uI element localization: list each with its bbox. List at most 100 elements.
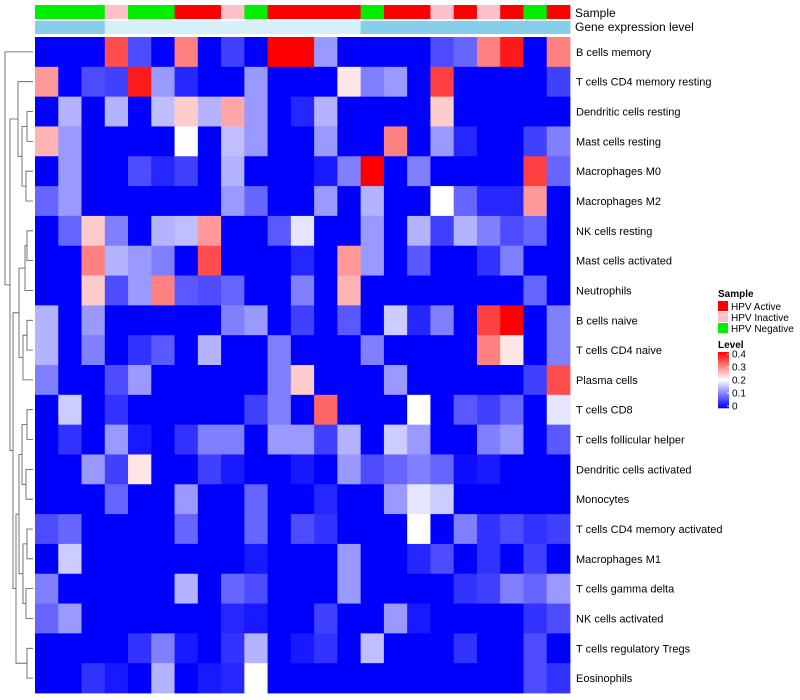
row-label: Dendritic cells activated bbox=[576, 464, 692, 476]
heatmap-cell bbox=[267, 186, 292, 217]
heatmap-cell bbox=[58, 573, 82, 604]
heatmap-cell bbox=[523, 394, 548, 426]
heatmap-cell bbox=[197, 633, 222, 664]
heatmap-cell bbox=[35, 335, 59, 366]
heatmap-cell bbox=[81, 454, 106, 485]
heatmap-cell bbox=[81, 603, 106, 634]
heatmap-cell bbox=[546, 335, 571, 366]
heatmap-cell bbox=[407, 156, 431, 187]
heatmap-cell bbox=[197, 305, 222, 336]
heatmap-cell bbox=[500, 305, 524, 336]
heatmap-cell bbox=[244, 275, 269, 306]
heatmap-cell bbox=[81, 633, 106, 664]
heatmap-cell bbox=[151, 215, 175, 247]
level-colorbar-segment bbox=[718, 375, 729, 378]
heatmap-cell bbox=[546, 275, 571, 306]
heatmap-cell bbox=[546, 245, 571, 276]
heatmap-cell bbox=[221, 245, 245, 276]
heatmap-cell bbox=[360, 484, 385, 515]
heatmap-cell bbox=[151, 156, 175, 187]
heatmap-cell bbox=[360, 186, 385, 217]
heatmap-cell bbox=[500, 603, 524, 634]
sample-annotation-cell bbox=[151, 5, 175, 19]
heatmap-cell bbox=[407, 663, 431, 694]
heatmap-cell bbox=[453, 394, 478, 426]
row-label: T cells gamma delta bbox=[576, 584, 675, 596]
heatmap-cell bbox=[197, 66, 222, 98]
heatmap-cell bbox=[104, 96, 129, 127]
heatmap-cell bbox=[476, 245, 501, 276]
heatmap-cell bbox=[430, 335, 455, 366]
row-label: T cells follicular helper bbox=[576, 435, 685, 447]
heatmap-cell bbox=[174, 96, 199, 127]
heatmap-cell bbox=[244, 484, 269, 515]
heatmap-cell bbox=[35, 245, 59, 276]
dendrogram-branch bbox=[17, 81, 33, 157]
heatmap-cell bbox=[58, 66, 82, 98]
heatmap-cell bbox=[58, 275, 82, 306]
heatmap-cell bbox=[197, 335, 222, 366]
heatmap-cell bbox=[151, 305, 175, 336]
heatmap-cell bbox=[500, 514, 524, 545]
row-label: Macrophages M2 bbox=[576, 196, 661, 208]
heatmap-cell bbox=[244, 394, 269, 426]
heatmap-cell bbox=[128, 663, 152, 694]
heatmap-cell bbox=[197, 37, 222, 68]
heatmap-cell bbox=[407, 186, 431, 217]
dendrogram-branch bbox=[26, 647, 33, 679]
gene-expression-annotation-cell bbox=[476, 21, 501, 34]
heatmap-cell bbox=[197, 484, 222, 515]
heatmap-cell bbox=[430, 156, 455, 187]
heatmap-cell bbox=[500, 365, 524, 396]
heatmap-cell bbox=[523, 663, 548, 694]
heatmap-cell bbox=[383, 543, 408, 575]
heatmap-cell bbox=[500, 573, 524, 604]
heatmap-cell bbox=[197, 275, 222, 306]
heatmap-cell bbox=[337, 156, 362, 187]
heatmap-cell bbox=[58, 305, 82, 336]
heatmap-cell bbox=[81, 514, 106, 545]
heatmap-cell bbox=[430, 126, 455, 157]
heatmap-cell bbox=[221, 335, 245, 366]
heatmap-cell bbox=[267, 37, 292, 68]
heatmap-cell bbox=[221, 66, 245, 98]
heatmap-cell bbox=[35, 37, 59, 68]
sample-annotation-cell bbox=[360, 5, 385, 19]
heatmap-cell bbox=[221, 454, 245, 485]
sample-annotation-cell bbox=[290, 5, 315, 19]
heatmap-cell bbox=[523, 454, 548, 485]
row-label: T cells regulatory Tregs bbox=[576, 643, 691, 655]
level-colorbar-segment bbox=[718, 366, 729, 368]
heatmap-cell bbox=[337, 424, 362, 455]
heatmap-cell bbox=[104, 305, 129, 336]
dendrogram-branch bbox=[4, 51, 33, 286]
dendrogram-branch bbox=[9, 118, 18, 452]
heatmap-cell bbox=[197, 126, 222, 157]
heatmap-cell bbox=[290, 96, 315, 127]
level-colorbar-segment bbox=[718, 387, 729, 389]
heatmap-cell bbox=[267, 245, 292, 276]
dendrogram-branch bbox=[22, 334, 33, 381]
level-colorbar-segment bbox=[718, 381, 729, 384]
level-colorbar-segment bbox=[718, 359, 729, 361]
heatmap-cell bbox=[360, 335, 385, 366]
heatmap-cell bbox=[453, 603, 478, 634]
level-colorbar-segment bbox=[718, 396, 729, 399]
heatmap-cell bbox=[58, 37, 82, 68]
heatmap-cell bbox=[35, 603, 59, 634]
heatmap-cell bbox=[151, 365, 175, 396]
heatmap-cell bbox=[383, 663, 408, 694]
sample-annotation-cell bbox=[81, 5, 106, 19]
heatmap-cell bbox=[430, 66, 455, 98]
row-label: NK cells activated bbox=[576, 613, 663, 625]
heatmap-cell bbox=[221, 305, 245, 336]
heatmap-cell bbox=[267, 454, 292, 485]
heatmap-cell bbox=[151, 186, 175, 217]
heatmap-cell bbox=[244, 305, 269, 336]
heatmap-cell bbox=[314, 156, 338, 187]
heatmap-cell bbox=[128, 573, 152, 604]
heatmap-cell bbox=[523, 633, 548, 664]
row-label: Macrophages M1 bbox=[576, 554, 661, 566]
heatmap-cell bbox=[314, 424, 338, 455]
heatmap-cell bbox=[430, 573, 455, 604]
